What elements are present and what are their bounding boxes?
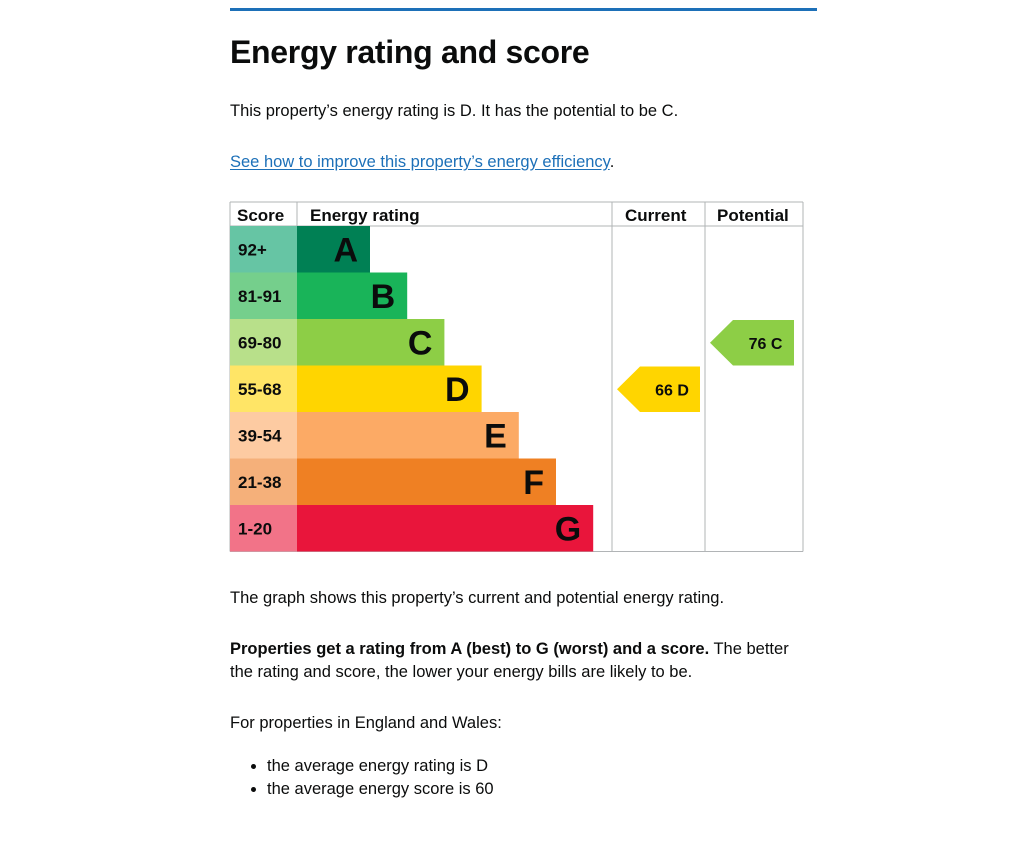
section-top-border (230, 8, 817, 11)
rating-bar-e (297, 412, 519, 459)
rating-bar-f (297, 458, 556, 505)
rating-letter: F (523, 464, 544, 502)
score-range-label: 81-91 (238, 287, 281, 306)
header-energy-rating: Energy rating (310, 206, 420, 225)
rating-letter: A (333, 231, 358, 269)
score-range-label: 39-54 (238, 426, 282, 445)
rating-bar-a (297, 226, 370, 273)
score-range-label: 21-38 (238, 473, 281, 492)
rating-bands: 92+ A 81-91 B 69-80 C 55-68 D 39-54 E 21-38 F 1-20 G (230, 226, 594, 552)
score-range-label: 69-80 (238, 333, 281, 352)
england-wales-intro: For properties in England and Wales: (230, 714, 502, 732)
header-current: Current (625, 206, 687, 225)
score-cell (230, 505, 297, 552)
score-cell (230, 272, 297, 319)
potential-rating-arrow-label: 76 C (749, 336, 783, 353)
intro-text: This property’s energy rating is D. It h… (230, 102, 679, 120)
rating-explanation: Properties get a rating from A (best) to… (230, 638, 815, 684)
rating-letter: E (484, 417, 507, 455)
rating-letter: C (408, 324, 433, 362)
score-cell (230, 319, 297, 366)
page-title: Energy rating and score (230, 34, 590, 70)
score-range-label: 92+ (238, 240, 267, 259)
score-cell (230, 412, 297, 459)
header-score: Score (237, 206, 284, 225)
score-cell (230, 226, 297, 273)
improve-efficiency-link[interactable]: See how to improve this property’s energ… (230, 153, 610, 171)
score-range-label: 1-20 (238, 519, 272, 538)
link-suffix: . (609, 153, 615, 171)
rating-arrows: 66 D 76 C (617, 320, 794, 412)
rating-bar-d (297, 365, 482, 412)
rating-letter: G (555, 510, 581, 548)
improve-paragraph: See how to improve this property’s energ… (230, 151, 820, 174)
rating-bar-g (297, 505, 594, 552)
rating-explanation-rest: The better the rating and score, the low… (230, 640, 789, 681)
rating-explanation-bold: Properties get a rating from A (best) to… (230, 640, 710, 658)
score-cell (230, 365, 297, 412)
rating-bar-c (297, 319, 445, 366)
score-range-label: 55-68 (238, 380, 281, 399)
averages-list: the average energy rating is D the avera… (230, 755, 494, 801)
rating-bar-b (297, 272, 408, 319)
current-rating-arrow (617, 366, 700, 412)
current-rating-arrow-label: 66 D (655, 382, 689, 399)
list-item: the average energy score is 60 (267, 778, 494, 801)
list-item: the average energy rating is D (267, 755, 494, 778)
potential-rating-arrow (710, 320, 794, 366)
score-cell (230, 458, 297, 505)
header-potential: Potential (717, 206, 789, 225)
rating-letter: D (445, 371, 470, 409)
graph-note: The graph shows this property’s current … (230, 589, 725, 607)
epc-rating-chart: Score Energy rating Current Potential 92… (229, 201, 804, 552)
rating-letter: B (371, 278, 396, 316)
